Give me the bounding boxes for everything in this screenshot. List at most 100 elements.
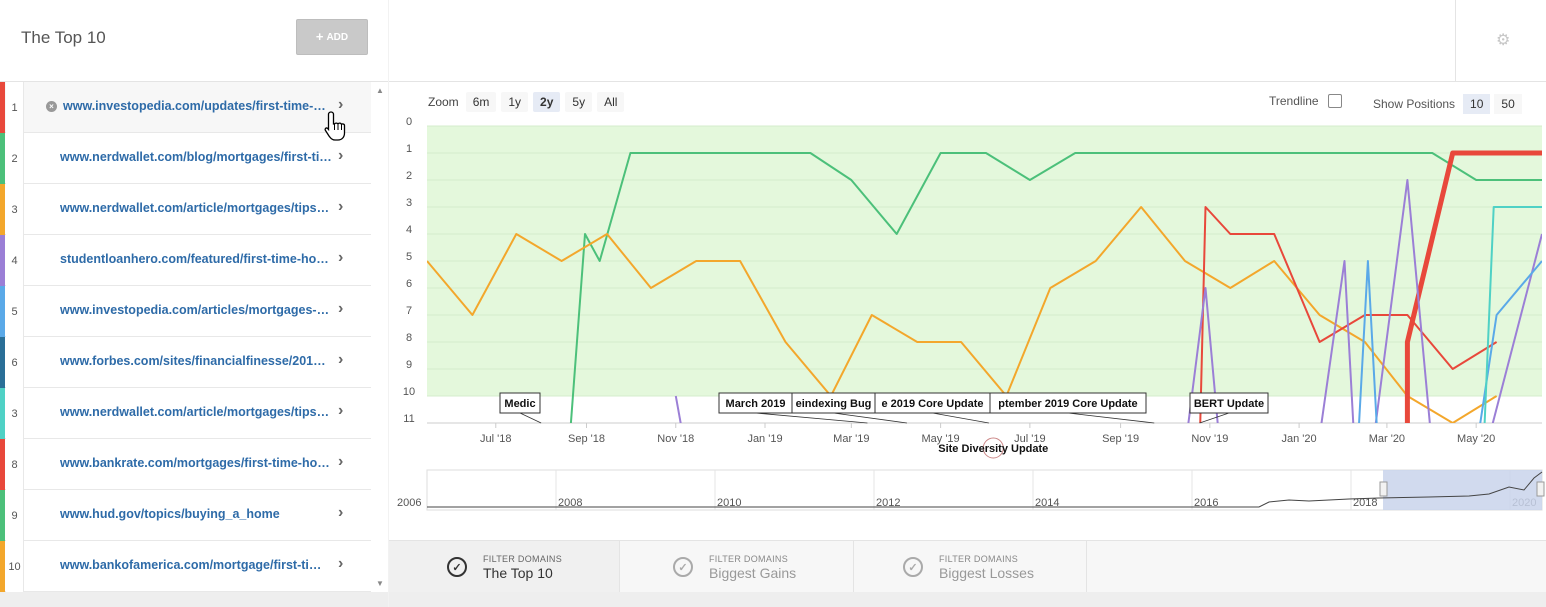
rank-number: 3	[6, 184, 24, 235]
x-tick-label: Mar '20	[1369, 433, 1405, 445]
chevron-right-icon[interactable]: ›	[338, 198, 344, 215]
x-tick-label: Sep '18	[568, 433, 605, 445]
list-item[interactable]: 4 studentloanhero.com/featured/first-time…	[0, 235, 371, 286]
trendline-checkbox[interactable]	[1327, 94, 1342, 108]
url-link[interactable]: studentloanhero.com/featured/first-time-…	[60, 252, 332, 266]
trendline-toggle: Trendline	[1269, 94, 1342, 108]
url-link[interactable]: www.bankofamerica.com/mortgage/first-tim…	[60, 558, 332, 572]
url-link[interactable]: www.hud.gov/topics/buying_a_home	[60, 507, 280, 521]
navigator-year-label: 2018	[1353, 497, 1377, 509]
annotation-connector	[932, 412, 989, 424]
zoom-1y-button[interactable]: 1y	[501, 92, 529, 112]
list-item[interactable]: 8 www.bankrate.com/mortgages/first-time-h…	[0, 439, 371, 490]
navigator-year-label: 2012	[876, 497, 900, 509]
tab-biggest-gains[interactable]: ✓ FILTER DOMAINS Biggest Gains	[620, 541, 854, 593]
annotation-label: e 2019 Core Update	[881, 398, 983, 410]
add-button[interactable]: + ADD	[296, 19, 368, 55]
top-bar-divider	[1455, 0, 1456, 82]
check-circle-icon: ✓	[447, 557, 467, 577]
annotation-label: BERT Update	[1194, 398, 1264, 410]
series-line	[1404, 150, 1542, 423]
filter-tabs: ✓ FILTER DOMAINS The Top 10 ✓ FILTER DOM…	[389, 540, 1546, 593]
x-tick-label: Jan '19	[747, 433, 782, 445]
positions-controls: Show Positions 10 50	[1373, 94, 1522, 114]
url-link[interactable]: www.nerdwallet.com/blog/mortgages/first-…	[60, 150, 332, 164]
annotation-marker	[982, 437, 1004, 459]
x-tick-label: May '19	[922, 433, 960, 445]
y-tick-label: 3	[406, 197, 412, 209]
series-color-stripe	[0, 388, 5, 439]
chevron-right-icon[interactable]: ›	[338, 504, 344, 521]
annotation-flag	[499, 392, 541, 414]
y-tick-label: 5	[406, 251, 412, 263]
series-line	[569, 152, 1542, 423]
annotation-label: ptember 2019 Core Update	[998, 398, 1137, 410]
list-scrollbar[interactable]: ▲ ▼	[372, 82, 388, 592]
y-tick-label: 6	[406, 278, 412, 290]
series-color-stripe	[0, 235, 5, 286]
annotation-flag	[989, 392, 1147, 414]
chevron-right-icon[interactable]: ›	[338, 351, 344, 368]
series-line	[1491, 233, 1542, 423]
y-tick-label: 1	[406, 143, 412, 155]
list-item[interactable]: 6 www.forbes.com/sites/financialfinesse/2…	[0, 337, 371, 388]
chevron-right-icon[interactable]: ›	[338, 300, 344, 317]
series-color-stripe	[0, 286, 5, 337]
chevron-right-icon[interactable]: ›	[338, 555, 344, 572]
series-line	[427, 206, 1498, 423]
list-item[interactable]: 2 www.nerdwallet.com/blog/mortgages/first…	[0, 133, 371, 184]
url-link[interactable]: www.bankrate.com/mortgages/first-time-ho…	[60, 456, 332, 470]
list-item[interactable]: 5 www.investopedia.com/articles/mortgages…	[0, 286, 371, 337]
positions-10-button[interactable]: 10	[1463, 94, 1491, 114]
remove-icon[interactable]: ×	[46, 101, 57, 112]
navigator-year-label: 2010	[717, 497, 741, 509]
tab-biggest-losses[interactable]: ✓ FILTER DOMAINS Biggest Losses	[854, 541, 1087, 593]
series-color-stripe	[0, 337, 5, 388]
tab-the-top-10[interactable]: ✓ FILTER DOMAINS The Top 10	[389, 541, 620, 593]
sidebar-header: The Top 10 + ADD	[0, 0, 388, 82]
navigator-year-label: 2008	[558, 497, 582, 509]
scroll-up-icon[interactable]: ▲	[376, 86, 384, 95]
list-item[interactable]: 10 www.bankofamerica.com/mortgage/first-t…	[0, 541, 371, 592]
url-link[interactable]: www.investopedia.com/updates/first-time-…	[63, 99, 333, 113]
annotation-connector	[755, 412, 868, 424]
bottom-strip	[389, 592, 1546, 607]
navigator-year-label: 2016	[1194, 497, 1218, 509]
plus-icon: +	[315, 29, 324, 44]
chevron-right-icon[interactable]: ›	[338, 249, 344, 266]
url-link[interactable]: www.nerdwallet.com/article/mortgages/tip…	[60, 405, 332, 419]
url-link[interactable]: www.nerdwallet.com/article/mortgages/tip…	[60, 201, 332, 215]
gear-icon[interactable]: ⚙	[1496, 32, 1511, 49]
zoom-6m-button[interactable]: 6m	[465, 92, 497, 112]
zoom-all-button[interactable]: All	[597, 92, 625, 112]
x-tick-label: May '20	[1457, 433, 1495, 445]
series-line	[674, 395, 682, 423]
list-item[interactable]: 1 × www.investopedia.com/updates/first-tim…	[0, 82, 371, 133]
chevron-right-icon[interactable]: ›	[338, 96, 344, 113]
list-item[interactable]: 9 www.hud.gov/topics/buying_a_home ›	[0, 490, 371, 541]
list-item[interactable]: 3 www.nerdwallet.com/article/mortgages/ti…	[0, 388, 371, 439]
chevron-right-icon[interactable]: ›	[338, 453, 344, 470]
zoom-5y-button[interactable]: 5y	[565, 92, 593, 112]
series-color-stripe	[0, 490, 5, 541]
x-tick-label: Jan '20	[1282, 433, 1317, 445]
url-link[interactable]: www.investopedia.com/articles/mortgages-…	[60, 303, 332, 317]
y-tick-label: 0	[406, 116, 412, 128]
rank-number: 2	[6, 133, 24, 184]
navigator-year-label: 2014	[1035, 497, 1059, 509]
tab-small-label: FILTER DOMAINS	[709, 553, 789, 564]
scroll-down-icon[interactable]: ▼	[376, 579, 384, 588]
zoom-2y-button[interactable]: 2y	[533, 92, 561, 112]
chevron-right-icon[interactable]: ›	[338, 402, 344, 419]
positions-50-button[interactable]: 50	[1494, 94, 1522, 114]
series-color-stripe	[0, 184, 5, 235]
series-line	[1374, 179, 1431, 423]
check-circle-icon: ✓	[673, 557, 693, 577]
series-line	[1358, 260, 1378, 423]
annotation-connector	[833, 412, 908, 424]
url-link[interactable]: www.forbes.com/sites/financialfinesse/20…	[60, 354, 332, 368]
chevron-right-icon[interactable]: ›	[338, 147, 344, 164]
list-item[interactable]: 3 www.nerdwallet.com/article/mortgages/ti…	[0, 184, 371, 235]
navigator-selection	[1383, 470, 1542, 510]
